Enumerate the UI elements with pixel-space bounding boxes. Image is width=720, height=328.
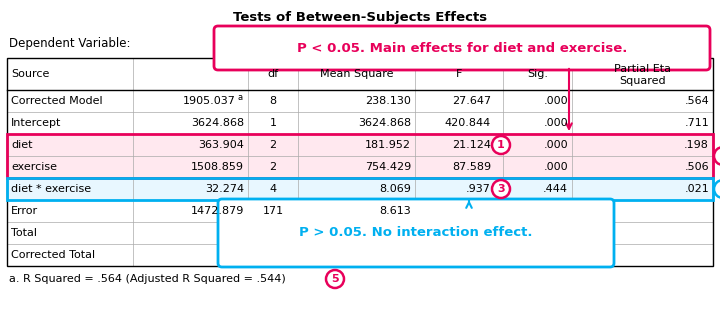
Text: Tests of Between-Subjects Effects: Tests of Between-Subjects Effects <box>233 11 487 24</box>
Text: 1472.879: 1472.879 <box>191 206 244 216</box>
Text: Mean Square: Mean Square <box>320 69 393 79</box>
Text: Total: Total <box>11 228 37 238</box>
Text: a. R Squared = .564 (Adjusted R Squared = .544): a. R Squared = .564 (Adjusted R Squared … <box>9 274 286 284</box>
Text: .564: .564 <box>684 96 709 106</box>
Text: Source: Source <box>11 69 50 79</box>
Text: Error: Error <box>11 206 38 216</box>
Text: 1508.859: 1508.859 <box>191 162 244 172</box>
Text: .937: .937 <box>466 184 491 194</box>
Text: 2: 2 <box>719 151 720 161</box>
Circle shape <box>326 270 344 288</box>
Circle shape <box>492 136 510 154</box>
Bar <box>7 178 713 200</box>
Text: 1: 1 <box>497 140 505 150</box>
Bar <box>7 134 713 156</box>
Text: 420.844: 420.844 <box>445 118 491 128</box>
Bar <box>7 134 713 178</box>
Text: 3: 3 <box>498 184 505 194</box>
Text: Corrected Model: Corrected Model <box>11 96 103 106</box>
Text: Dependent Variable:: Dependent Variable: <box>9 36 130 50</box>
Text: .021: .021 <box>684 184 709 194</box>
Text: .506: .506 <box>685 162 709 172</box>
Text: df: df <box>267 69 279 79</box>
Bar <box>7 58 713 266</box>
Text: 363.904: 363.904 <box>198 140 244 150</box>
Text: 2: 2 <box>269 162 276 172</box>
Text: Intercept: Intercept <box>11 118 61 128</box>
Text: 171: 171 <box>262 206 284 216</box>
Text: P < 0.05. Main effects for diet and exercise.: P < 0.05. Main effects for diet and exer… <box>297 42 627 54</box>
Text: 4: 4 <box>269 184 276 194</box>
Text: 3624.868: 3624.868 <box>358 118 411 128</box>
Text: 21.124: 21.124 <box>452 140 491 150</box>
Text: 2: 2 <box>269 140 276 150</box>
Text: 5: 5 <box>331 274 339 284</box>
Bar <box>7 58 713 266</box>
Text: Squared: Squared <box>619 76 666 86</box>
Text: .198: .198 <box>684 140 709 150</box>
Circle shape <box>714 180 720 198</box>
Bar <box>7 178 713 200</box>
Bar <box>7 156 713 178</box>
Text: 8.069: 8.069 <box>379 184 411 194</box>
Text: F: F <box>456 69 462 79</box>
Text: 3624.868: 3624.868 <box>191 118 244 128</box>
Text: .711: .711 <box>684 118 709 128</box>
Text: exercise: exercise <box>11 162 57 172</box>
Text: diet: diet <box>11 140 32 150</box>
Text: 754.429: 754.429 <box>365 162 411 172</box>
Text: diet * exercise: diet * exercise <box>11 184 91 194</box>
Text: 181.952: 181.952 <box>365 140 411 150</box>
Text: 1905.037: 1905.037 <box>183 96 236 106</box>
Text: 87.589: 87.589 <box>452 162 491 172</box>
Text: 4: 4 <box>719 184 720 194</box>
Text: Sig.: Sig. <box>527 69 548 79</box>
Text: 8.613: 8.613 <box>379 206 411 216</box>
Text: a: a <box>237 92 242 101</box>
FancyBboxPatch shape <box>214 26 710 70</box>
Circle shape <box>714 147 720 165</box>
Circle shape <box>492 180 510 198</box>
FancyBboxPatch shape <box>218 199 614 267</box>
Text: 32.274: 32.274 <box>205 184 244 194</box>
Text: .444: .444 <box>543 184 568 194</box>
Text: .000: .000 <box>544 96 568 106</box>
Text: .000: .000 <box>544 118 568 128</box>
Text: .000: .000 <box>544 140 568 150</box>
Text: Partial Eta: Partial Eta <box>614 64 671 74</box>
Text: .000: .000 <box>544 162 568 172</box>
Text: 1: 1 <box>269 118 276 128</box>
Text: Corrected Total: Corrected Total <box>11 250 95 260</box>
Text: 8: 8 <box>269 96 276 106</box>
Text: 238.130: 238.130 <box>365 96 411 106</box>
Text: P > 0.05. No interaction effect.: P > 0.05. No interaction effect. <box>300 227 533 239</box>
Text: 27.647: 27.647 <box>452 96 491 106</box>
